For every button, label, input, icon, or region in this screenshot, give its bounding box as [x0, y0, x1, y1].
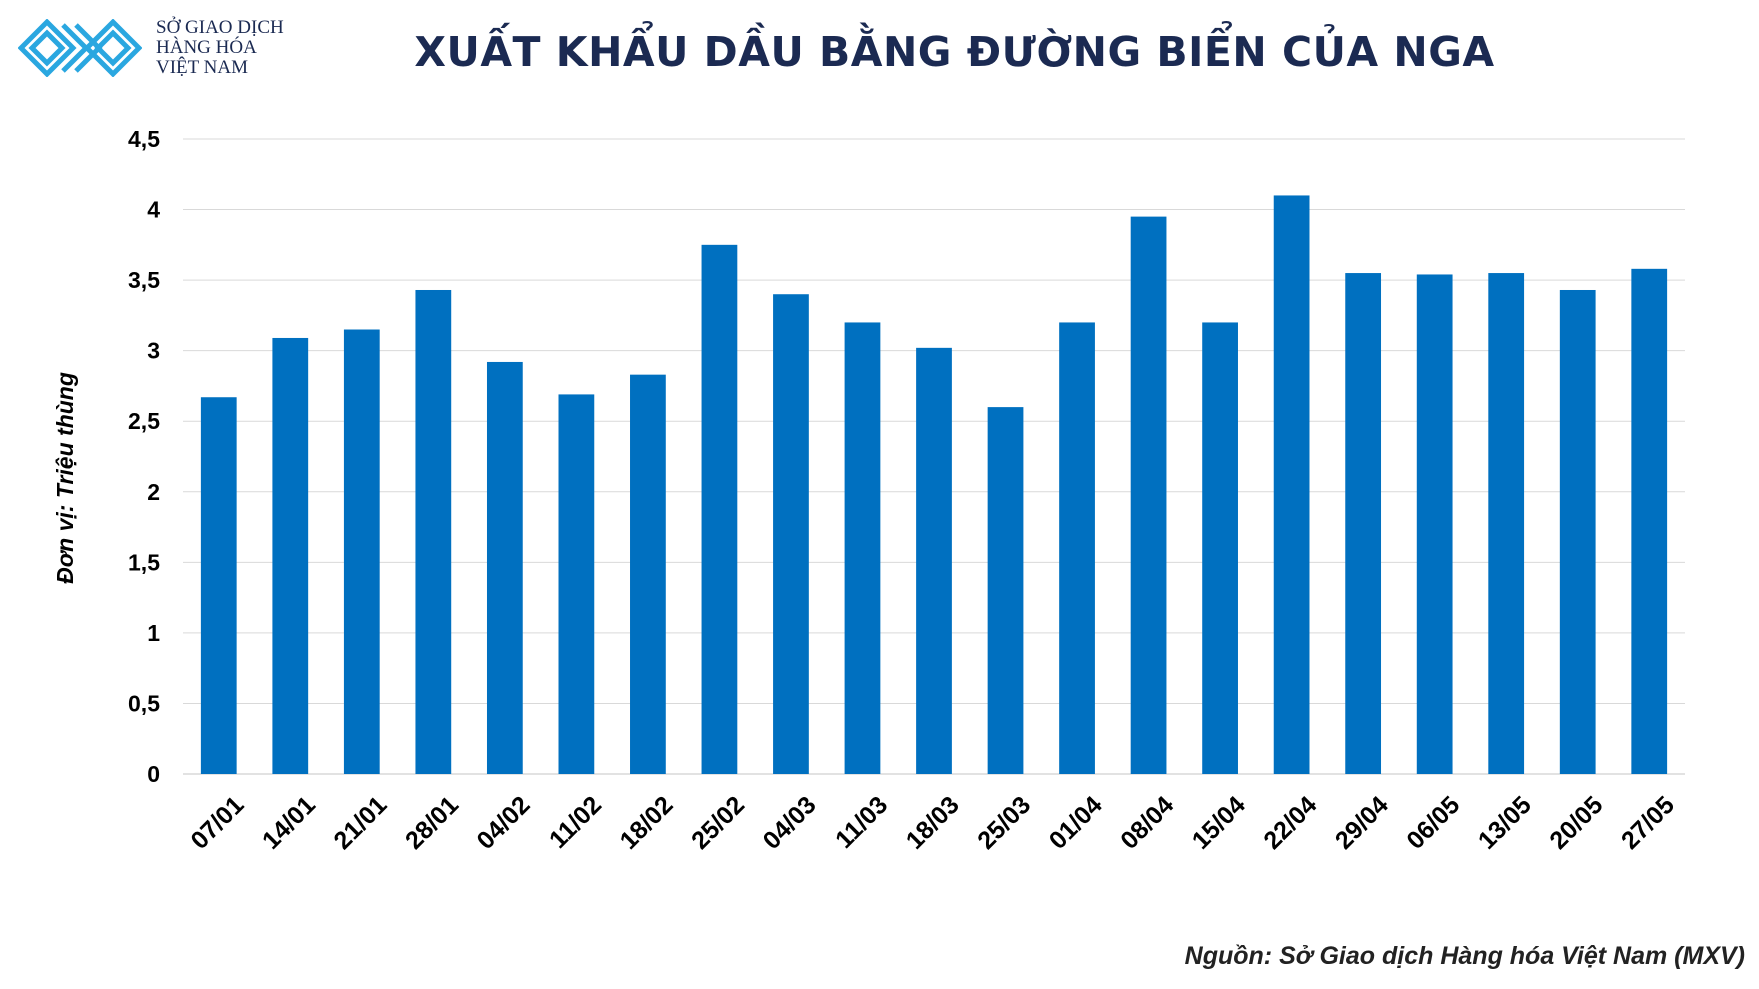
bar-14/01 [272, 337, 309, 774]
y-tick-label: 4 [147, 197, 160, 223]
x-tick-label: 18/03 [901, 791, 965, 855]
source-note: Nguồn: Sở Giao dịch Hàng hóa Việt Nam (M… [1184, 942, 1745, 970]
x-tick-label: 11/03 [830, 791, 893, 854]
x-tick-label: 28/01 [400, 791, 464, 855]
bar-28/01 [415, 289, 452, 774]
bar-18/02 [630, 374, 666, 774]
y-axis-label: Đơn vị: Triệu thùng [52, 372, 78, 584]
bar-11/02 [558, 394, 595, 774]
bar-07/01 [200, 397, 237, 774]
bar-20/05 [1559, 289, 1596, 774]
x-tick-label: 20/05 [1544, 791, 1608, 855]
x-tick-label: 18/02 [615, 791, 679, 855]
mxv-logo: SỞ GIAO DỊCH HÀNG HÓA VIỆT NAM [18, 18, 284, 78]
x-tick-label: 11/02 [544, 791, 607, 854]
bar-22/04 [1273, 195, 1310, 774]
bar-21/01 [343, 329, 380, 774]
y-axis-ticks: 0 0,5 1 1,5 2 2,5 3 3,5 4 4,5 [128, 126, 160, 787]
bar-27/05 [1631, 268, 1668, 774]
logo-line-3: VIỆT NAM [156, 57, 249, 78]
mxv-logo-icon [18, 19, 142, 77]
page-title: XUẤT KHẨU DẦU BẰNG ĐƯỜNG BIỂN CỦA NGA [414, 28, 1495, 76]
y-tick-label: 4,5 [128, 126, 160, 152]
bar-11/03 [844, 322, 881, 774]
y-tick-label: 2,5 [128, 408, 160, 434]
x-axis-ticks: 07/01 14/01 21/01 28/01 04/02 11/02 18/02 25/02… [185, 791, 1680, 855]
x-tick-label: 14/01 [257, 791, 321, 855]
bar-08/04 [1130, 216, 1167, 775]
x-tick-label: 27/05 [1616, 791, 1680, 855]
y-tick-label: 0,5 [128, 690, 160, 716]
x-tick-label: 06/05 [1401, 791, 1465, 855]
bar-04/03 [773, 294, 809, 774]
x-tick-label: 22/04 [1258, 791, 1322, 855]
x-tick-label: 01/04 [1044, 791, 1108, 855]
bar-18/03 [916, 347, 952, 774]
bars [200, 195, 1668, 775]
x-tick-label: 04/02 [472, 791, 536, 855]
x-tick-label: 21/01 [328, 791, 392, 855]
y-tick-label: 3,5 [128, 267, 160, 293]
bar-15/04 [1202, 322, 1238, 774]
x-tick-label: 04/03 [758, 791, 822, 855]
y-tick-label: 1 [147, 620, 160, 646]
logo-line-1: SỞ GIAO DỊCH [156, 17, 284, 38]
y-tick-label: 1,5 [128, 549, 160, 575]
y-tick-label: 0 [147, 761, 160, 787]
bar-25/02 [701, 244, 738, 775]
bar-25/03 [987, 407, 1024, 774]
bar-04/02 [486, 361, 523, 774]
x-tick-label: 08/04 [1115, 791, 1179, 855]
x-tick-label: 25/02 [686, 791, 750, 855]
y-tick-label: 2 [147, 479, 160, 505]
bar-01/04 [1059, 322, 1095, 774]
x-tick-label: 25/03 [972, 791, 1036, 855]
y-tick-label: 3 [147, 338, 160, 364]
bar-06/05 [1416, 274, 1453, 774]
x-tick-label: 07/01 [185, 791, 249, 855]
x-tick-label: 13/05 [1473, 791, 1537, 855]
x-tick-label: 15/04 [1187, 791, 1251, 855]
logo-line-2: HÀNG HÓA [156, 37, 257, 58]
bar-29/04 [1345, 273, 1382, 774]
x-tick-label: 29/04 [1330, 791, 1394, 855]
bar-13/05 [1488, 273, 1525, 774]
